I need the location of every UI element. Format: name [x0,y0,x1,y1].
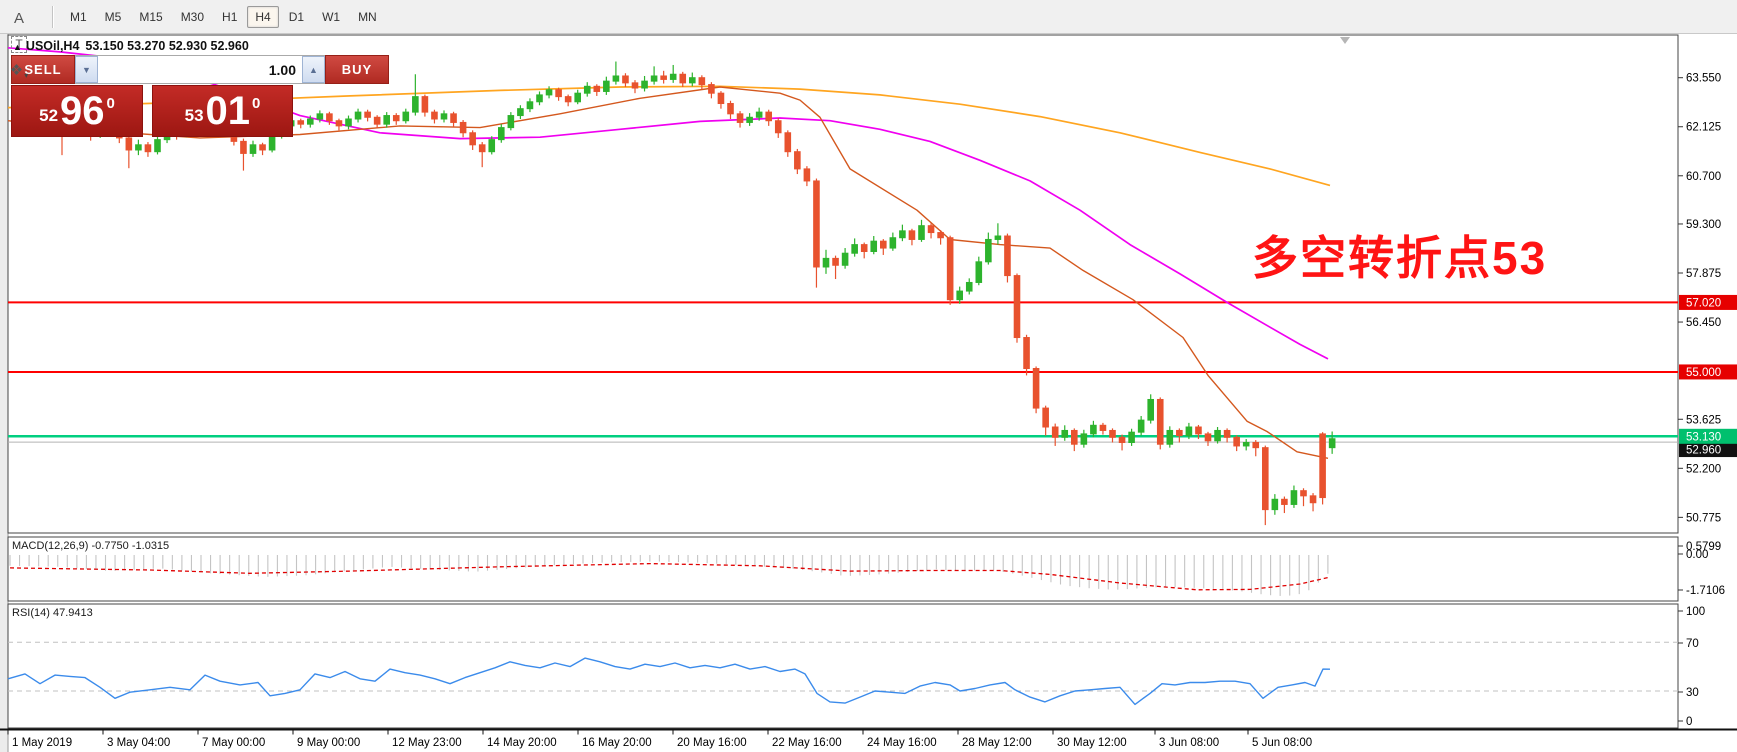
price-axis-label: 60.700 [1686,171,1721,183]
macd-axis-label: 0.5799 [1686,541,1721,553]
macd-axis-label: -1.7106 [1686,585,1725,597]
time-axis-label: 7 May 00:00 [202,737,265,749]
time-axis-label: 3 Jun 08:00 [1159,737,1219,749]
timeframe-M15[interactable]: M15 [139,9,163,24]
text-label-icon[interactable]: A [13,9,24,27]
time-axis-label: 16 May 20:00 [582,737,652,749]
buy-price-sup: 0 [252,94,261,112]
grid-f-icon[interactable]: ⣿F [3,0,35,4]
sell-price-small: 52 [39,106,59,125]
rsi-value: 47.9413 [52,607,93,619]
price-badge-52.960: 52.960 [1686,445,1721,457]
price-badge-55.000: 55.000 [1686,367,1721,379]
rsi-indicator-label: RSI(14) 47.9413 [12,607,93,619]
rsi-axis-label: 30 [1686,687,1699,699]
rsi-layer [7,641,1678,706]
buy-price-big: 01 [205,89,251,133]
rsi-axis-label: 100 [1686,606,1705,618]
toolbar-separator [52,5,53,28]
shapes-dropdown-icon[interactable]: ❖ ▾ [9,61,29,80]
text-box-icon[interactable]: T [3,30,35,56]
time-axis-label: 9 May 00:00 [297,737,360,749]
horizontal-levels-layer [8,301,1678,443]
macd-name: MACD(12,26,9) [12,540,89,552]
sell-price-sup: 0 [106,94,115,112]
timeframe-D1[interactable]: D1 [288,9,305,24]
time-axis-label: 28 May 12:00 [962,737,1032,749]
volume-increase-button[interactable]: ▲ [302,56,325,83]
rsi-pane[interactable] [7,603,1679,729]
timeframe-M1[interactable]: M1 [70,9,87,24]
buy-price-small: 53 [184,106,204,125]
time-axis-label: 20 May 16:00 [677,737,747,749]
rsi-axis-label: 0 [1686,716,1692,728]
time-axis-label: 24 May 16:00 [867,737,937,749]
price-axis-label: 57.875 [1686,268,1721,280]
macd-pane[interactable] [7,536,1679,602]
ohlc-readout: 53.150 53.270 52.930 52.960 [85,39,249,53]
time-axis-label: 5 Jun 08:00 [1252,737,1312,749]
time-axis-label: 12 May 23:00 [392,737,462,749]
ma-fast-line [7,86,1329,459]
time-axis-label: 22 May 16:00 [772,737,842,749]
timeframe-H4[interactable]: H4 [247,5,279,28]
macd-signal-line [9,562,1331,591]
price-axis-label: 56.450 [1686,317,1721,329]
price-axis-label: 59.300 [1686,219,1721,231]
macd-axis-label: 0.00 [1686,549,1708,561]
rsi-name: RSI(14) [12,607,50,619]
time-axis[interactable]: 1 May 2019 3 May 04:00 7 May 00:00 9 May 00… [7,729,1312,750]
timeframe-M5[interactable]: M5 [104,9,122,24]
volume-decrease-button[interactable]: ▼ [75,56,98,83]
chart-annotation-text: 多空转折点53 [1252,232,1548,284]
chart-shift-marker-icon[interactable] [1340,37,1350,44]
macd-layer [9,555,1331,596]
buy-button[interactable]: BUY [325,55,389,84]
one-click-trading-panel: SELL ▼ ▲ BUY 52 96 0 53 01 0 [11,55,389,137]
macd-signal-value: -1.0315 [131,540,170,552]
macd-indicator-label: MACD(12,26,9) -0.7750 -1.0315 [12,540,169,552]
price-badge-57.020: 57.020 [1686,297,1721,309]
volume-field-group: ▼ ▲ [75,55,325,84]
time-axis-label: 30 May 12:00 [1057,737,1127,749]
sell-button[interactable]: SELL [11,55,75,84]
timeframe-MN[interactable]: MN [358,9,377,24]
timeframe-M30[interactable]: M30 [180,9,205,24]
price-axis[interactable]: 63.550 62.125 60.700 59.300 57.875 56.450 53.6… [1678,73,1737,728]
time-axis-label: 14 May 20:00 [487,737,557,749]
toolbar-icons-group: ⫽E⣿FAT❖▾ [0,0,38,82]
time-axis-label: 3 May 04:00 [107,737,170,749]
buy-price-button[interactable]: 53 01 0 [152,85,293,137]
volume-input[interactable] [98,56,302,83]
timeframe-W1[interactable]: W1 [322,9,341,24]
price-axis-label: 52.200 [1686,463,1721,475]
price-axis-label: 53.625 [1686,414,1721,426]
time-axis-label: 1 May 2019 [12,737,72,749]
collapse-header-icon[interactable]: ▲ [13,42,22,52]
rsi-line [7,657,1331,706]
macd-main-value: -0.7750 [91,540,129,552]
timeframe-H1[interactable]: H1 [222,9,238,24]
price-axis-label: 50.775 [1686,512,1721,524]
timeframe-switcher: M1 M5 M15 M30 H1 H4 D1 W1 MN [61,5,386,28]
price-axis-label: 63.550 [1686,73,1721,85]
price-axis-label: 62.125 [1686,122,1721,134]
price-badge-53.130: 53.130 [1686,431,1721,443]
sell-price-big: 96 [60,89,105,133]
symbol-name: USOil,H4 [25,39,80,53]
sell-price-button[interactable]: 52 96 0 [11,85,143,137]
chart-symbol-header: ▲ USOil,H4 53.150 53.270 52.930 52.960 [13,39,249,53]
rsi-axis-label: 70 [1686,638,1699,650]
